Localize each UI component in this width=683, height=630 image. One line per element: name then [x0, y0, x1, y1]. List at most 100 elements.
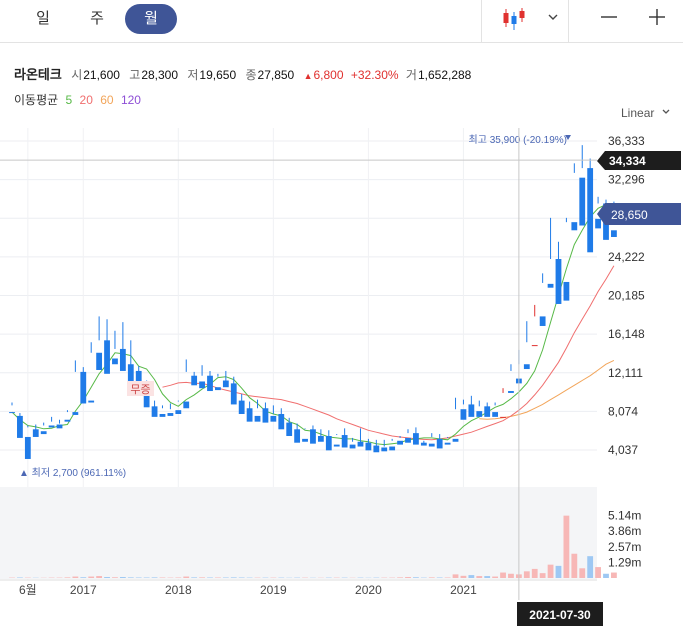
- plus-icon: [649, 9, 665, 25]
- period-month-button[interactable]: 월: [125, 4, 177, 34]
- candle-body: [611, 230, 617, 237]
- low-label: 저: [187, 68, 199, 82]
- open-label: 시: [71, 68, 83, 82]
- y-axis: 36,333 32,296 28,259 24,222 20,185 16,148 12,1…: [608, 134, 645, 457]
- volume-bar: [547, 564, 554, 578]
- volume-bar: [80, 577, 87, 578]
- volume-value: 1,652,288: [417, 68, 472, 82]
- y-tick-label: 24,222: [608, 250, 645, 264]
- chevron-down-icon: [662, 109, 670, 114]
- volume-bar: [603, 573, 609, 578]
- current-price-tag: 28,650: [597, 203, 681, 225]
- y-tick-label: 20,185: [608, 289, 645, 303]
- candle-body: [539, 316, 546, 326]
- stock-name: 라온테크: [14, 67, 62, 82]
- volume-bar: [571, 553, 578, 578]
- candle-body: [143, 387, 150, 408]
- candle-body: [381, 447, 388, 452]
- candle-body: [579, 177, 586, 226]
- low-annotation: ▲ 최저 2,700 (961.11%): [19, 467, 126, 479]
- y-tick-label: 4,037: [608, 443, 638, 457]
- x-axis: 6월 2017 2018 2019 2020 2021: [0, 579, 597, 597]
- candle-body: [230, 383, 237, 405]
- volume-bar: [413, 577, 419, 578]
- ma20-line: [162, 265, 615, 441]
- ma-60: 60: [100, 93, 114, 107]
- scale-label: Linear: [621, 106, 655, 120]
- candle-body: [460, 409, 467, 420]
- candle-body: [64, 419, 71, 422]
- candle-body: [413, 433, 419, 445]
- candle-body: [302, 438, 308, 442]
- candle-body: [286, 422, 293, 437]
- candle-body: [135, 370, 142, 393]
- volume-bar: [555, 565, 562, 578]
- candle-body: [183, 401, 190, 409]
- volume-tick-label: 2.57m: [608, 540, 641, 554]
- scale-dropdown[interactable]: Linear: [621, 106, 671, 120]
- candle-body: [531, 345, 538, 347]
- candle-body: [389, 446, 396, 451]
- volume-bar: [88, 576, 95, 578]
- candle-body: [492, 412, 499, 417]
- candle-body: [468, 404, 475, 417]
- chart-type-dropdown[interactable]: [540, 6, 566, 34]
- ma-120: 120: [120, 93, 141, 107]
- volume-bar: [64, 577, 71, 578]
- candle-body: [112, 358, 118, 365]
- volume-bar: [452, 574, 459, 578]
- zoom-in-button[interactable]: [642, 6, 672, 34]
- candle-body: [167, 413, 174, 416]
- candle-body: [373, 445, 380, 453]
- y-tick-label: 16,148: [608, 327, 645, 341]
- candlestick-icon: [503, 8, 525, 30]
- x-tick-label: 2021: [450, 583, 477, 597]
- candle-body: [587, 168, 594, 253]
- high-value: 28,300: [141, 68, 179, 82]
- candle-body: [191, 375, 198, 386]
- candle-body: [325, 436, 332, 451]
- volume-bar: [199, 577, 205, 578]
- period-day-button[interactable]: 일: [36, 10, 50, 27]
- candle-body: [397, 440, 403, 445]
- ma5-line: [11, 203, 614, 446]
- candle-body: [405, 437, 411, 443]
- ma-label: 이동평균: [14, 93, 59, 107]
- candle-body: [246, 408, 253, 422]
- high-label: 고: [129, 68, 141, 82]
- x-tick-label: 2019: [260, 583, 287, 597]
- chart-type-button[interactable]: [498, 6, 530, 34]
- minus-icon: [601, 16, 617, 18]
- candle-body: [199, 381, 205, 389]
- zoom-out-button[interactable]: [594, 6, 624, 34]
- candle-body: [476, 411, 483, 417]
- volume-bar: [531, 568, 538, 578]
- candle-body: [436, 438, 443, 449]
- candle-body: [222, 380, 229, 388]
- candle-body: [500, 416, 506, 418]
- x-tick-label: 2020: [355, 583, 382, 597]
- candle-body: [341, 435, 348, 448]
- volume-legend-value: 1,652,288: [50, 497, 104, 511]
- candle-body: [603, 203, 609, 240]
- close-label: 종: [245, 68, 257, 82]
- candle-body: [104, 340, 110, 374]
- candle-body: [56, 424, 63, 429]
- volume-bar: [587, 556, 594, 578]
- volume-bar: [127, 577, 134, 578]
- volume-bar: [230, 577, 237, 578]
- toolbar-divider: [568, 0, 569, 42]
- toolbar: 일 주 월: [0, 0, 683, 43]
- candle-body: [547, 283, 554, 288]
- grid: [0, 128, 597, 580]
- period-week-button[interactable]: 주: [90, 10, 104, 27]
- volume-bar: [484, 576, 491, 578]
- volume-bar: [500, 572, 506, 578]
- ma-legend[interactable]: 이동평균 5 20 60 120: [14, 91, 145, 108]
- high-annotation: 최고 35,900 (-20.19%): [469, 134, 567, 146]
- candle-body: [278, 413, 285, 430]
- candle-body: [254, 415, 261, 422]
- candle-body: [317, 436, 324, 442]
- candle-body: [88, 400, 95, 403]
- volume-bar: [523, 571, 530, 578]
